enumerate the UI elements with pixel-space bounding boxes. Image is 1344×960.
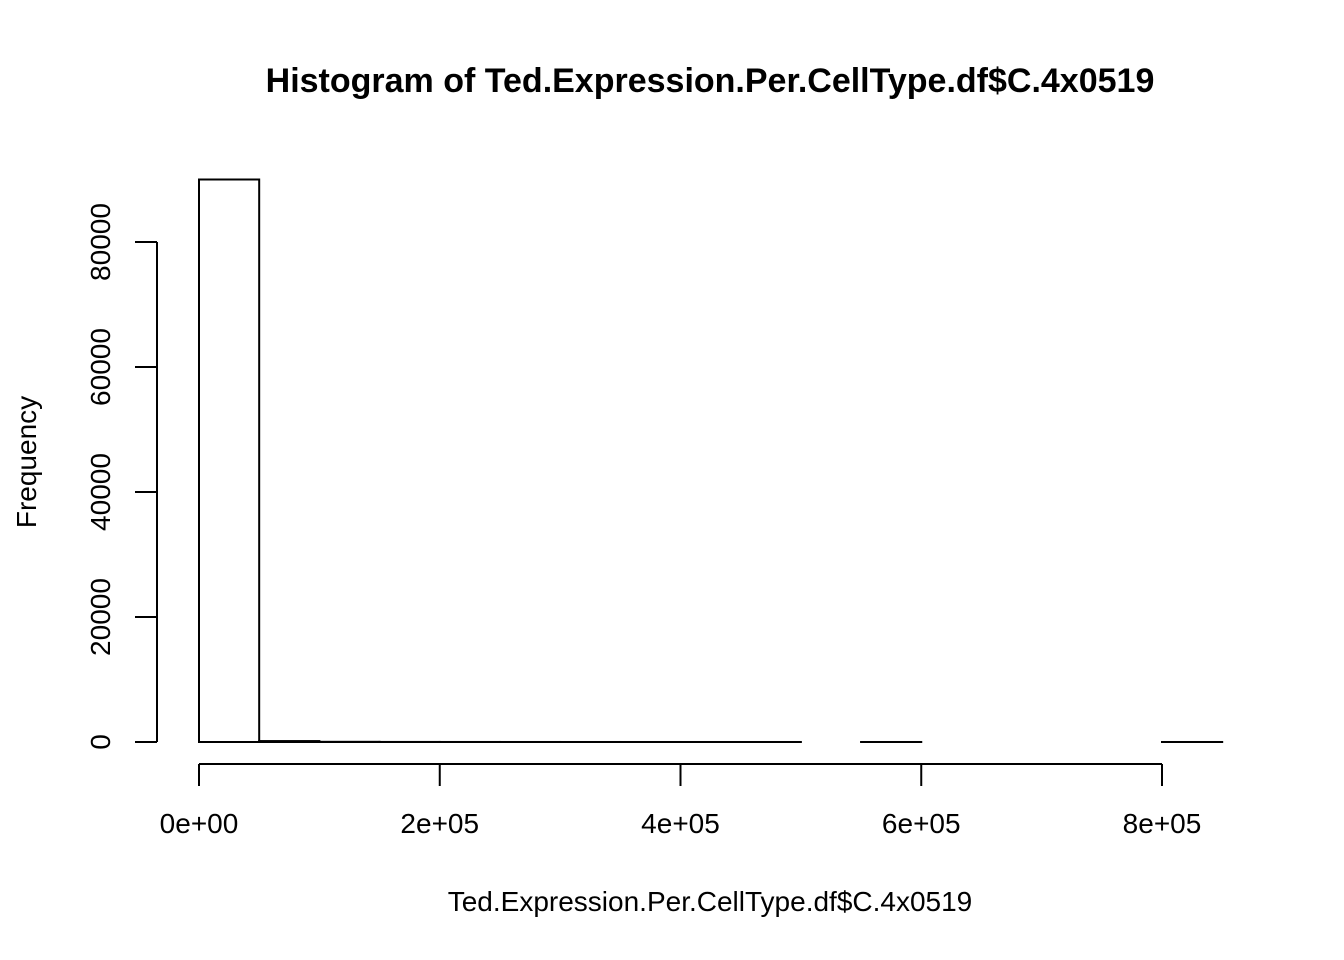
histogram-bars xyxy=(198,178,1224,744)
x-axis: 0e+00 2e+05 4e+05 6e+05 8e+05 xyxy=(160,763,1202,839)
y-axis: 0 20000 40000 60000 80000 xyxy=(85,203,158,750)
y-tick-label: 80000 xyxy=(85,203,116,281)
y-tick-label: 40000 xyxy=(85,453,116,531)
x-tick-label: 6e+05 xyxy=(882,808,961,839)
x-tick-label: 4e+05 xyxy=(641,808,720,839)
y-tick-label: 0 xyxy=(85,734,116,750)
x-tick-label: 0e+00 xyxy=(160,808,239,839)
histogram-bar xyxy=(198,178,261,743)
x-axis-label: Ted.Expression.Per.CellType.df$C.4x0519 xyxy=(448,886,973,917)
chart-title: Histogram of Ted.Expression.Per.CellType… xyxy=(266,62,1155,100)
x-tick-label: 8e+05 xyxy=(1123,808,1202,839)
y-tick-label: 60000 xyxy=(85,328,116,406)
x-tick-label: 2e+05 xyxy=(400,808,479,839)
y-axis-label: Frequency xyxy=(11,396,42,528)
histogram-bar xyxy=(258,740,321,743)
y-tick-label: 20000 xyxy=(85,578,116,656)
